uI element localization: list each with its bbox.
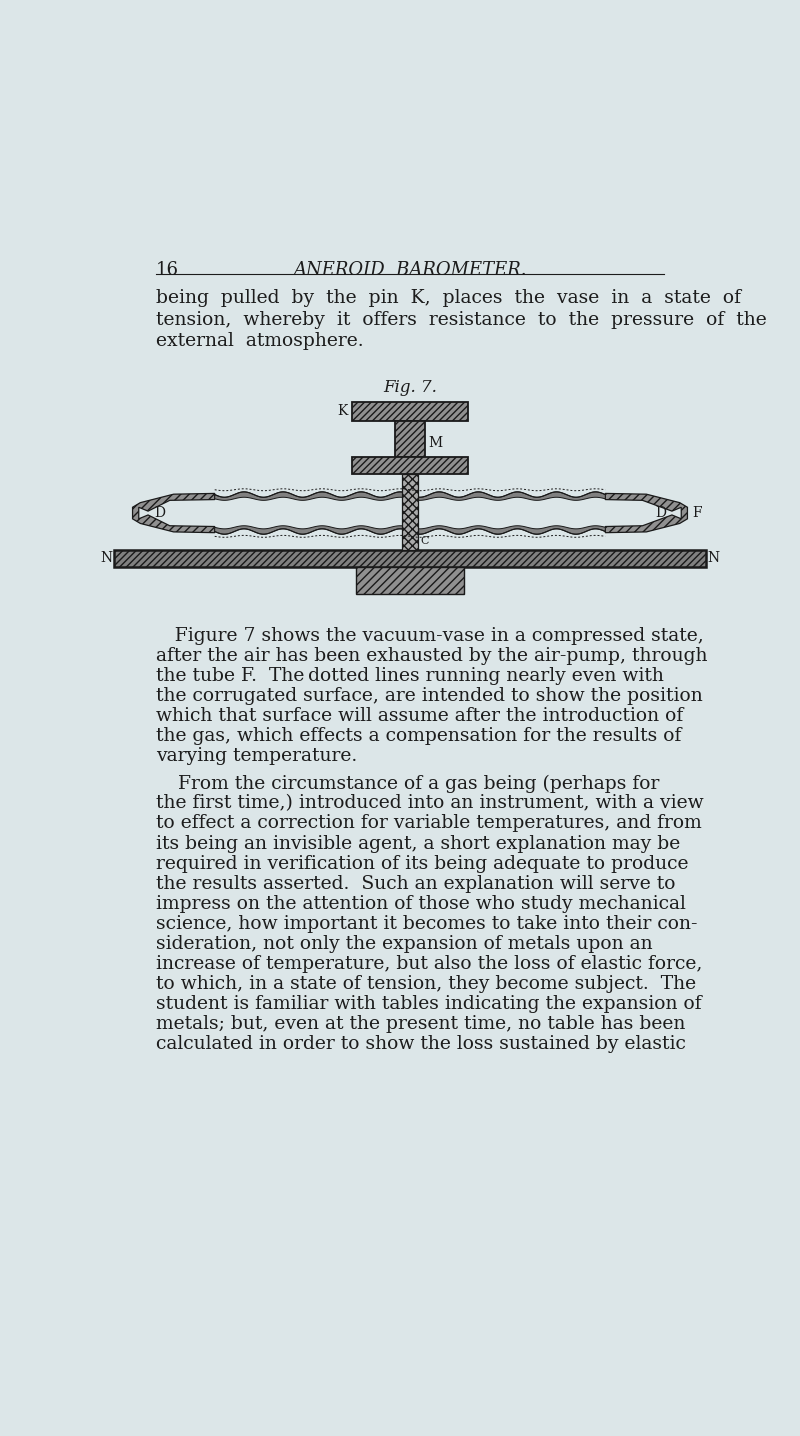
Text: increase of temperature, but also the loss of elastic force,: increase of temperature, but also the lo…: [156, 955, 702, 972]
Text: calculated in order to show the loss sustained by elastic: calculated in order to show the loss sus…: [156, 1035, 686, 1053]
Text: 16: 16: [156, 261, 179, 279]
Text: tension,  whereby  it  offers  resistance  to  the  pressure  of  the: tension, whereby it offers resistance to…: [156, 312, 766, 329]
Polygon shape: [114, 550, 706, 567]
Text: K: K: [338, 405, 348, 418]
Text: M: M: [429, 437, 442, 449]
Text: varying temperature.: varying temperature.: [156, 747, 357, 765]
Text: N: N: [708, 551, 720, 566]
Text: the gas, which effects a compensation for the results of: the gas, which effects a compensation fo…: [156, 727, 681, 745]
Text: Figure 7 shows the vacuum-vase in a compressed state,: Figure 7 shows the vacuum-vase in a comp…: [156, 626, 703, 645]
Text: F: F: [692, 505, 702, 520]
Text: its being an invisible agent, a short explanation may be: its being an invisible agent, a short ex…: [156, 834, 680, 853]
Text: N: N: [100, 551, 112, 566]
Text: Fig. 7.: Fig. 7.: [383, 379, 437, 396]
Text: to which, in a state of tension, they become subject.  The: to which, in a state of tension, they be…: [156, 975, 696, 992]
Text: D: D: [154, 505, 165, 520]
Text: the tube F.  The dotted lines running nearly even with: the tube F. The dotted lines running nea…: [156, 666, 664, 685]
Polygon shape: [214, 526, 606, 534]
Text: to effect a correction for variable temperatures, and from: to effect a correction for variable temp…: [156, 814, 702, 833]
Text: impress on the attention of those who study mechanical: impress on the attention of those who st…: [156, 895, 686, 913]
Text: student is familiar with tables indicating the expansion of: student is familiar with tables indicati…: [156, 995, 702, 1012]
Text: sideration, not only the expansion of metals upon an: sideration, not only the expansion of me…: [156, 935, 653, 952]
Polygon shape: [352, 457, 468, 474]
Text: science, how important it becomes to take into their con-: science, how important it becomes to tak…: [156, 915, 698, 932]
Text: after the air has been exhausted by the air-pump, through: after the air has been exhausted by the …: [156, 646, 707, 665]
Text: metals; but, even at the present time, no table has been: metals; but, even at the present time, n…: [156, 1015, 685, 1032]
Polygon shape: [606, 494, 687, 533]
Text: required in verification of its being adequate to produce: required in verification of its being ad…: [156, 854, 688, 873]
Text: the corrugated surface, are intended to show the position: the corrugated surface, are intended to …: [156, 686, 702, 705]
Polygon shape: [402, 474, 418, 550]
Polygon shape: [395, 421, 425, 457]
Text: ANEROID  BAROMETER.: ANEROID BAROMETER.: [294, 261, 526, 279]
Text: C: C: [421, 536, 430, 546]
Text: which that surface will assume after the introduction of: which that surface will assume after the…: [156, 707, 683, 725]
Text: From the circumstance of a gas being (perhaps for: From the circumstance of a gas being (pe…: [178, 774, 659, 793]
Polygon shape: [356, 567, 464, 595]
Text: the results asserted.  Such an explanation will serve to: the results asserted. Such an explanatio…: [156, 875, 675, 893]
Text: D: D: [655, 505, 666, 520]
Text: external  atmosphere.: external atmosphere.: [156, 333, 363, 350]
Polygon shape: [352, 402, 468, 421]
Text: the first time,) introduced into an instrument, with a view: the first time,) introduced into an inst…: [156, 794, 703, 813]
Polygon shape: [214, 493, 606, 500]
Polygon shape: [133, 494, 214, 533]
Text: being  pulled  by  the  pin  K,  places  the  vase  in  a  state  of: being pulled by the pin K, places the va…: [156, 290, 741, 307]
